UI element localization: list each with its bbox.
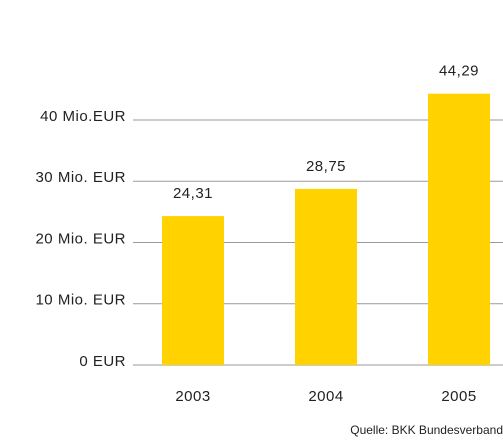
x-tick-label: 2004 (308, 388, 343, 405)
x-tick-label: 2005 (441, 388, 476, 405)
source-note: Quelle: BKK Bundesverband (350, 423, 503, 437)
y-tick-label: 20 Mio. EUR (35, 230, 126, 247)
bar (162, 216, 224, 365)
bar (428, 93, 490, 365)
value-label: 44,29 (439, 63, 479, 80)
x-tick-label: 2003 (175, 388, 210, 405)
value-label: 24,31 (173, 185, 213, 202)
y-tick-label: 40 Mio.EUR (40, 108, 126, 125)
y-tick-label: 10 Mio. EUR (35, 292, 126, 309)
bar (295, 188, 357, 365)
y-tick-label: 30 Mio. EUR (35, 169, 126, 186)
y-tick-label: 0 EUR (79, 353, 126, 370)
value-label: 28,75 (306, 158, 346, 175)
